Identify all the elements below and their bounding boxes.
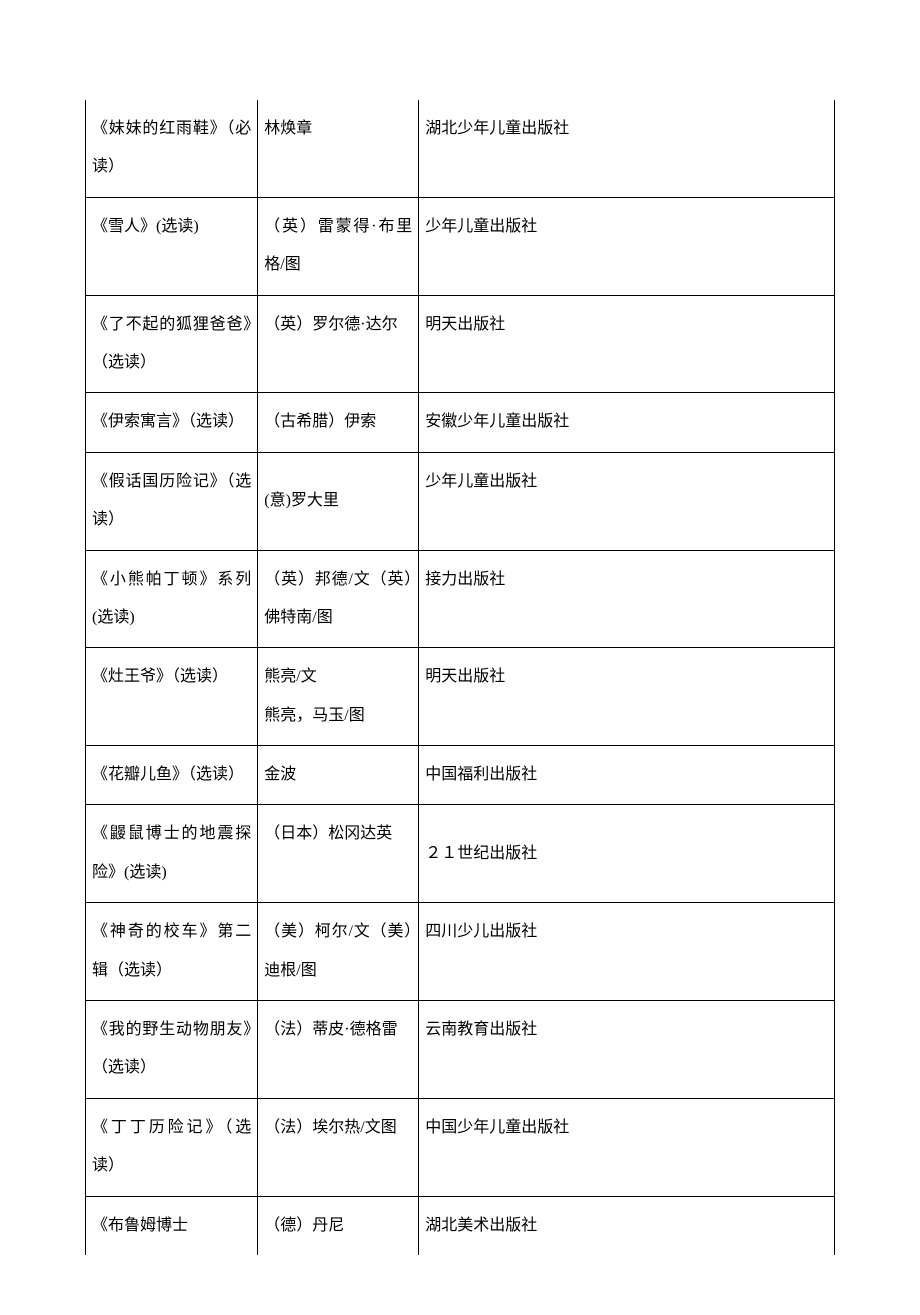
author-cell: （英）雷蒙得·布里格/图 (258, 197, 419, 295)
book-title-cell: 《伊索寓言》（选读） (86, 393, 258, 452)
book-title-cell: 《妹妹的红雨鞋》（必读） (86, 100, 258, 197)
table-row: 《我的野生动物朋友》（选读）（法）蒂皮·德格雷云南教育出版社 (86, 1001, 835, 1099)
publisher-cell: 中国少年儿童出版社 (419, 1098, 835, 1196)
book-title-cell: 《雪人》(选读) (86, 197, 258, 295)
author-cell: 金波 (258, 746, 419, 805)
author-cell: （法）蒂皮·德格雷 (258, 1001, 419, 1099)
book-title-cell: 《了不起的狐狸爸爸》（选读） (86, 295, 258, 393)
table-row: 《灶王爷》（选读）熊亮/文熊亮，马玉/图明天出版社 (86, 648, 835, 746)
book-title-cell: 《布鲁姆博士 (86, 1196, 258, 1255)
book-title-cell: 《花瓣儿鱼》（选读） (86, 746, 258, 805)
table-row: 《小熊帕丁顿》系列(选读)（英）邦德/文（英）佛特南/图接力出版社 (86, 550, 835, 648)
author-cell: （美）柯尔/文（美）迪根/图 (258, 903, 419, 1001)
publisher-cell: 四川少儿出版社 (419, 903, 835, 1001)
publisher-cell: 湖北少年儿童出版社 (419, 100, 835, 197)
publisher-cell: 安徽少年儿童出版社 (419, 393, 835, 452)
publisher-cell: 云南教育出版社 (419, 1001, 835, 1099)
author-cell: 熊亮/文熊亮，马玉/图 (258, 648, 419, 746)
publisher-cell: 少年儿童出版社 (419, 197, 835, 295)
author-cell: （英）罗尔德·达尔 (258, 295, 419, 393)
table-row: 《伊索寓言》（选读）（古希腊）伊索安徽少年儿童出版社 (86, 393, 835, 452)
publisher-cell: 明天出版社 (419, 295, 835, 393)
publisher-cell: 少年儿童出版社 (419, 452, 835, 550)
table-row: 《神奇的校车》第二辑（选读）（美）柯尔/文（美）迪根/图四川少儿出版社 (86, 903, 835, 1001)
publisher-cell: ２１世纪出版社 (419, 805, 835, 903)
publisher-cell: 明天出版社 (419, 648, 835, 746)
table-row: 《花瓣儿鱼》（选读）金波中国福利出版社 (86, 746, 835, 805)
book-title-cell: 《神奇的校车》第二辑（选读） (86, 903, 258, 1001)
book-title-cell: 《我的野生动物朋友》（选读） (86, 1001, 258, 1099)
author-cell: (意)罗大里 (258, 452, 419, 550)
author-cell: （古希腊）伊索 (258, 393, 419, 452)
author-cell: （德）丹尼 (258, 1196, 419, 1255)
publisher-cell: 湖北美术出版社 (419, 1196, 835, 1255)
table-body: 《妹妹的红雨鞋》（必读）林焕章湖北少年儿童出版社《雪人》(选读)（英）雷蒙得·布… (86, 100, 835, 1255)
table-row: 《雪人》(选读)（英）雷蒙得·布里格/图少年儿童出版社 (86, 197, 835, 295)
table-row: 《丁丁历险记》（选读）（法）埃尔热/文图中国少年儿童出版社 (86, 1098, 835, 1196)
table-row: 《妹妹的红雨鞋》（必读）林焕章湖北少年儿童出版社 (86, 100, 835, 197)
book-title-cell: 《鼹鼠博士的地震探险》(选读) (86, 805, 258, 903)
author-cell: 林焕章 (258, 100, 419, 197)
book-title-cell: 《灶王爷》（选读） (86, 648, 258, 746)
table-row: 《布鲁姆博士（德）丹尼湖北美术出版社 (86, 1196, 835, 1255)
author-cell: （日本）松冈达英 (258, 805, 419, 903)
book-title-cell: 《丁丁历险记》（选读） (86, 1098, 258, 1196)
book-title-cell: 《假话国历险记》（选读） (86, 452, 258, 550)
publisher-cell: 接力出版社 (419, 550, 835, 648)
publisher-cell: 中国福利出版社 (419, 746, 835, 805)
book-title-cell: 《小熊帕丁顿》系列(选读) (86, 550, 258, 648)
author-cell: （法）埃尔热/文图 (258, 1098, 419, 1196)
table-row: 《了不起的狐狸爸爸》（选读）（英）罗尔德·达尔明天出版社 (86, 295, 835, 393)
book-list-table: 《妹妹的红雨鞋》（必读）林焕章湖北少年儿童出版社《雪人》(选读)（英）雷蒙得·布… (85, 100, 835, 1255)
table-row: 《假话国历险记》（选读）(意)罗大里少年儿童出版社 (86, 452, 835, 550)
table-row: 《鼹鼠博士的地震探险》(选读)（日本）松冈达英２１世纪出版社 (86, 805, 835, 903)
author-cell: （英）邦德/文（英）佛特南/图 (258, 550, 419, 648)
